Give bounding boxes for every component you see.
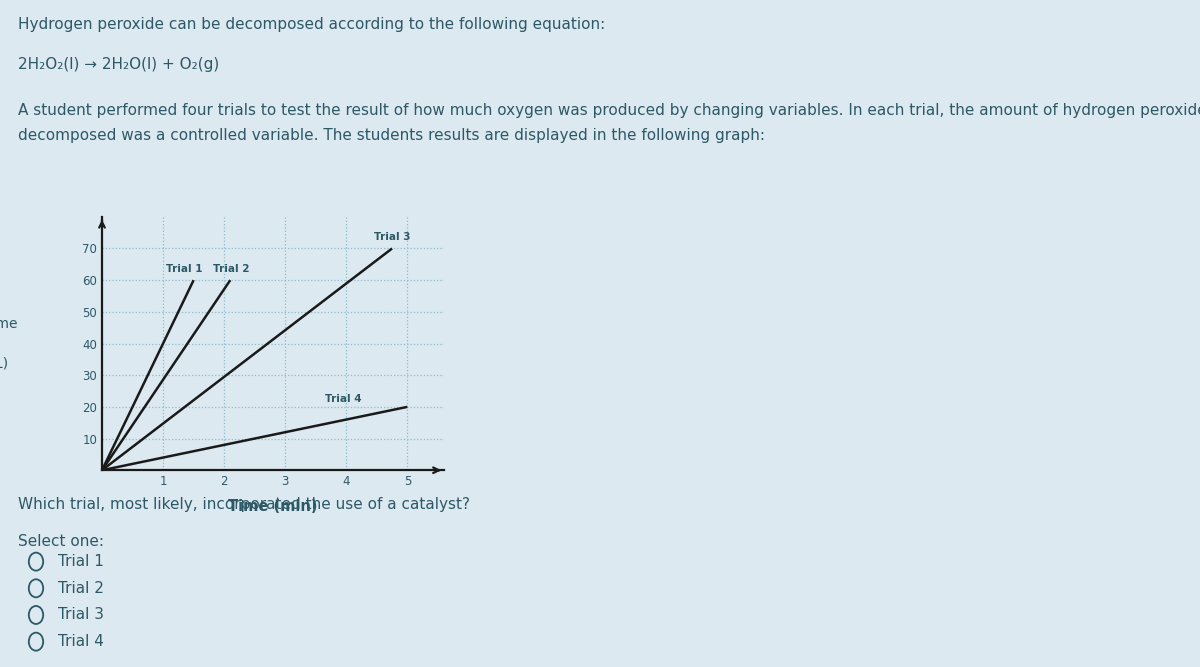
Text: Trial 4: Trial 4 — [58, 634, 103, 649]
Text: Trial 4: Trial 4 — [325, 394, 361, 404]
Text: 2H₂O₂(l) → 2H₂O(l) + O₂(g): 2H₂O₂(l) → 2H₂O(l) + O₂(g) — [18, 57, 220, 71]
Text: Hydrogen peroxide can be decomposed according to the following equation:: Hydrogen peroxide can be decomposed acco… — [18, 17, 605, 31]
Text: decomposed was a controlled variable. The students results are displayed in the : decomposed was a controlled variable. Th… — [18, 128, 766, 143]
Text: Trial 2: Trial 2 — [214, 264, 250, 273]
Text: A student performed four trials to test the result of how much oxygen was produc: A student performed four trials to test … — [18, 103, 1200, 118]
Text: Trial 1: Trial 1 — [166, 264, 203, 273]
Text: Trial 1: Trial 1 — [58, 554, 103, 569]
Text: Trial 3: Trial 3 — [58, 608, 103, 622]
Text: Which trial, most likely, incorporated the use of a catalyst?: Which trial, most likely, incorporated t… — [18, 497, 470, 512]
Text: Trial 3: Trial 3 — [373, 232, 410, 242]
X-axis label: Time (min): Time (min) — [228, 499, 318, 514]
Text: Trial 2: Trial 2 — [58, 581, 103, 596]
Text: Select one:: Select one: — [18, 534, 104, 548]
Text: Volume
O₂
(mL): Volume O₂ (mL) — [0, 317, 18, 370]
